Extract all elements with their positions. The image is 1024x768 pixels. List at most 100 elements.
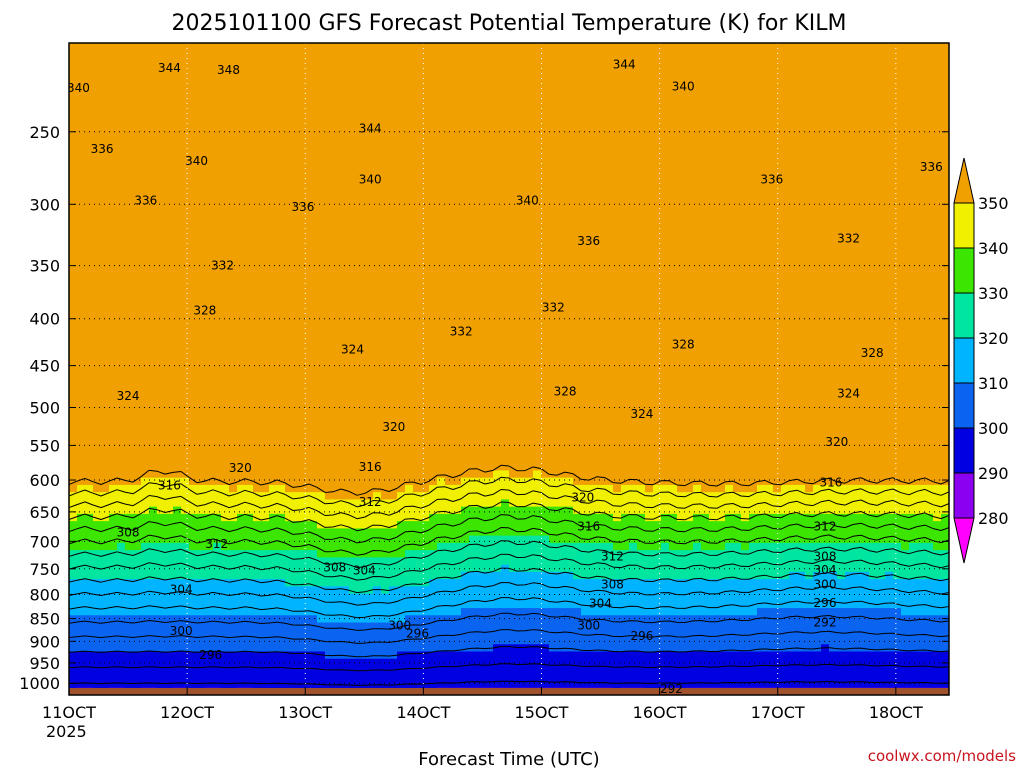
contour-label: 324 bbox=[117, 389, 140, 403]
contour-label: 344 bbox=[613, 57, 636, 71]
colorbar-over-arrow bbox=[953, 157, 975, 204]
colorbar-tick-label: 280 bbox=[978, 509, 1009, 528]
colorbar-tick-label: 330 bbox=[978, 284, 1009, 303]
contour-label: 312 bbox=[814, 519, 837, 533]
contour-label: 332 bbox=[450, 325, 473, 339]
contour-label: 328 bbox=[861, 346, 884, 360]
contour-label: 320 bbox=[229, 461, 252, 475]
temperature-bands bbox=[69, 43, 949, 695]
contour-label: 336 bbox=[760, 173, 783, 187]
contour-label: 348 bbox=[217, 63, 240, 77]
contour-label: 308 bbox=[601, 577, 624, 591]
y-tick-label: 400 bbox=[29, 310, 60, 329]
contour-label: 296 bbox=[406, 626, 429, 640]
contour-label: 300 bbox=[388, 619, 411, 633]
colorbar-tick-label: 290 bbox=[978, 464, 1009, 483]
x-axis-year: 2025 bbox=[46, 722, 87, 741]
contour-label: 340 bbox=[185, 154, 208, 168]
y-tick-label: 700 bbox=[29, 532, 60, 551]
plot-area: 344 348 344 340 340 344 336 340 340 336 336 336 336 3… bbox=[67, 43, 949, 696]
contour-line bbox=[69, 514, 949, 544]
contour-label: 304 bbox=[353, 563, 376, 577]
contour-label: 308 bbox=[117, 526, 140, 540]
colorbar-bin bbox=[953, 247, 975, 294]
colorbar-bin bbox=[953, 427, 975, 474]
y-tick-label: 950 bbox=[29, 654, 60, 673]
y-tick-label: 800 bbox=[29, 586, 60, 605]
credit-text: coolwx.com/models bbox=[868, 747, 1016, 765]
contour-label: 300 bbox=[577, 619, 600, 633]
y-tick-label: 300 bbox=[29, 195, 60, 214]
contour-line bbox=[69, 476, 949, 508]
contour-label: 340 bbox=[672, 79, 695, 93]
contour-label: 296 bbox=[630, 629, 653, 643]
contour-label: 296 bbox=[814, 596, 837, 610]
contour-label: 312 bbox=[205, 537, 228, 551]
contour-label: 308 bbox=[814, 549, 837, 563]
x-tick-label: 15OCT bbox=[515, 703, 569, 722]
contour-label: 308 bbox=[323, 561, 346, 575]
contour-label: 316 bbox=[158, 478, 181, 492]
ground-surface bbox=[69, 687, 949, 695]
contour-label: 324 bbox=[837, 387, 860, 401]
y-tick-label: 550 bbox=[29, 436, 60, 455]
y-tick-label: 850 bbox=[29, 610, 60, 629]
contour-label: 316 bbox=[577, 519, 600, 533]
contour-label: 336 bbox=[91, 142, 114, 156]
contour-label: 328 bbox=[554, 384, 577, 398]
contour-line bbox=[69, 597, 949, 619]
colorbar: 350 340 330 320 310 300 290 280 bbox=[953, 157, 1009, 564]
colorbar-tick-label: 300 bbox=[978, 419, 1009, 438]
y-tick-label: 450 bbox=[29, 357, 60, 376]
contour-label: 316 bbox=[819, 476, 842, 490]
contour-label: 336 bbox=[134, 193, 157, 207]
colorbar-bin bbox=[953, 337, 975, 384]
contour-line bbox=[69, 567, 949, 594]
contour-label: 292 bbox=[660, 682, 683, 696]
contour-label: 332 bbox=[837, 232, 860, 246]
contour-label: 304 bbox=[589, 596, 612, 610]
colorbar-tick-label: 350 bbox=[978, 194, 1009, 213]
contour-label: 312 bbox=[601, 549, 624, 563]
colorbar-bin bbox=[953, 202, 975, 249]
colorbar-tick-label: 310 bbox=[978, 374, 1009, 393]
y-tick-label: 600 bbox=[29, 471, 60, 490]
contour-label: 292 bbox=[814, 615, 837, 629]
gridlines bbox=[69, 43, 949, 695]
x-tick-label: 16OCT bbox=[633, 703, 687, 722]
contour-label: 340 bbox=[67, 81, 90, 95]
y-axis: 250 300 350 400 450 500 550 600 650 700 750 800 850 9… bbox=[19, 123, 949, 693]
y-tick-label: 750 bbox=[29, 560, 60, 579]
contour-label: 336 bbox=[291, 200, 314, 214]
contour-label: 304 bbox=[170, 583, 193, 597]
contour-label: 296 bbox=[199, 648, 222, 662]
contour-line bbox=[69, 540, 949, 569]
colorbar-tick-label: 320 bbox=[978, 329, 1009, 348]
contour-line bbox=[69, 663, 949, 672]
contour-label: 300 bbox=[170, 624, 193, 638]
colorbar-bin bbox=[953, 472, 975, 519]
contour-labels: 344 348 344 340 340 344 336 340 340 336 336 336 336 3… bbox=[67, 57, 943, 696]
contour-label: 304 bbox=[814, 563, 837, 577]
contour-label: 320 bbox=[825, 435, 848, 449]
contour-label: 328 bbox=[672, 338, 695, 352]
contour-line bbox=[69, 489, 949, 520]
contour-label: 344 bbox=[158, 61, 181, 75]
contour-label: 320 bbox=[382, 420, 405, 434]
colorbar-bin bbox=[953, 382, 975, 429]
y-tick-label: 350 bbox=[29, 257, 60, 276]
contour-lines bbox=[69, 464, 949, 686]
contour-label: 336 bbox=[577, 234, 600, 248]
contour-label: 332 bbox=[542, 301, 565, 315]
y-tick-label: 1000 bbox=[19, 674, 60, 693]
x-tick-label: 17OCT bbox=[751, 703, 805, 722]
contour-label: 300 bbox=[814, 577, 837, 591]
contour-label: 328 bbox=[193, 304, 216, 318]
x-tick-label: 13OCT bbox=[278, 703, 332, 722]
x-axis-label: Forecast Time (UTC) bbox=[418, 749, 599, 768]
contour-label: 340 bbox=[516, 193, 539, 207]
contour-line bbox=[69, 646, 949, 658]
colorbar-under-arrow bbox=[953, 517, 975, 564]
plot-frame bbox=[68, 42, 950, 696]
contour-line bbox=[69, 612, 949, 631]
